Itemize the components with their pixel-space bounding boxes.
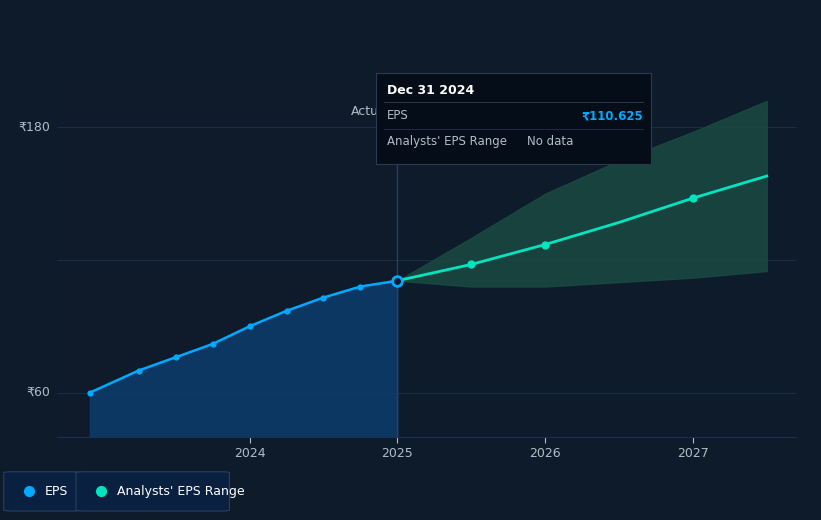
Text: Dec 31 2024: Dec 31 2024	[387, 84, 475, 97]
Text: EPS: EPS	[387, 109, 409, 122]
FancyBboxPatch shape	[3, 472, 80, 511]
Bar	[57, 83, 397, 437]
Text: No data: No data	[527, 135, 574, 148]
Text: ₹60: ₹60	[26, 386, 51, 399]
Text: EPS: EPS	[44, 485, 67, 498]
FancyBboxPatch shape	[76, 472, 230, 511]
Text: ₹110.625: ₹110.625	[581, 109, 643, 122]
Text: ₹180: ₹180	[19, 121, 51, 134]
Text: Actual: Actual	[351, 105, 390, 118]
Text: Analysts Forecasts: Analysts Forecasts	[405, 105, 521, 118]
Text: Analysts' EPS Range: Analysts' EPS Range	[387, 135, 507, 148]
Text: Analysts' EPS Range: Analysts' EPS Range	[117, 485, 244, 498]
